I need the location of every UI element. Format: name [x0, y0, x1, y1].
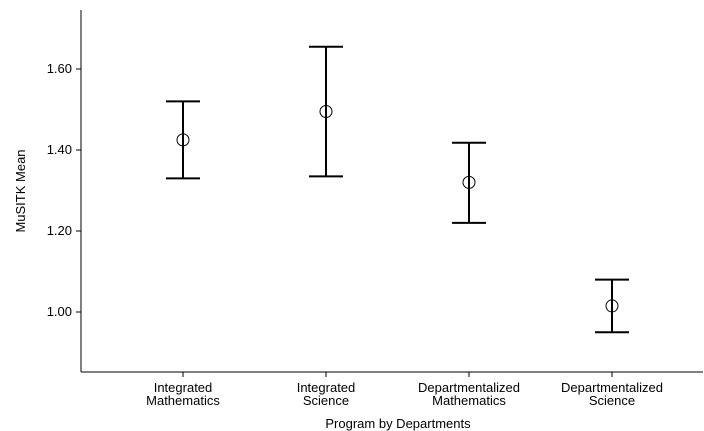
error-bar-group — [309, 45, 343, 178]
x-tick-label: Integrated — [154, 380, 213, 395]
y-axis-title: MuSITK Mean — [13, 149, 28, 232]
x-axis-title: Program by Departments — [325, 416, 471, 431]
x-tick-label: Science — [589, 393, 635, 408]
y-tick-label: 1.00 — [47, 304, 72, 319]
error-bar-group — [595, 278, 629, 334]
x-tick-label: Mathematics — [432, 393, 506, 408]
axes — [80, 10, 703, 373]
x-tick-label: Departmentalized — [418, 380, 520, 395]
mean-marker — [319, 105, 333, 119]
mean-marker — [605, 299, 619, 313]
y-tick-label: 1.40 — [47, 142, 72, 157]
mean-marker — [462, 175, 476, 189]
x-tick-label: Science — [303, 393, 349, 408]
x-tick-label: Mathematics — [146, 393, 220, 408]
error-bars — [166, 45, 629, 334]
error-bar-group — [452, 141, 486, 224]
x-tick-label: Departmentalized — [561, 380, 663, 395]
error-bar-group — [166, 100, 200, 180]
y-tick-label: 1.20 — [47, 223, 72, 238]
y-tick-label: 1.60 — [47, 61, 72, 76]
y-ticks: 1.00 1.20 1.40 1.60 — [47, 61, 81, 319]
x-category-labels: IntegratedMathematicsIntegratedScienceDe… — [146, 372, 663, 408]
mean-marker — [176, 133, 190, 147]
x-tick-label: Integrated — [297, 380, 356, 395]
